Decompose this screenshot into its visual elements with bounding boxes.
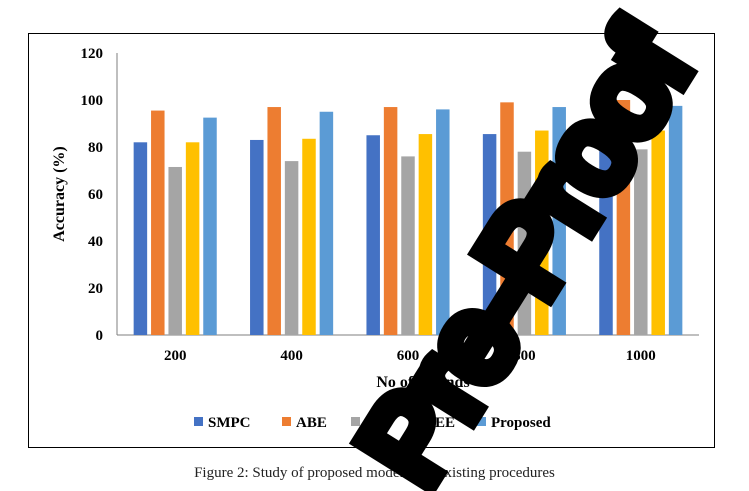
legend-swatch-abe — [282, 417, 291, 426]
bar-proposed-800 — [552, 107, 566, 335]
bar-tee-200 — [185, 142, 200, 335]
bar-smpc-1000 — [599, 130, 613, 335]
x-tick-label: 1000 — [626, 348, 656, 364]
bar-proposed-1000 — [668, 105, 683, 335]
bar-abe-200 — [151, 110, 165, 335]
bar-smpc-600 — [366, 135, 380, 335]
bar-ids-1000 — [634, 149, 648, 335]
y-tick-label: 0 — [96, 328, 104, 344]
legend-label-abe: ABE — [296, 415, 327, 431]
y-tick-label: 100 — [81, 93, 104, 109]
figure-caption: Figure 2: Study of proposed model with e… — [194, 465, 555, 481]
y-tick-label: 60 — [88, 187, 103, 203]
bar-tee-600 — [418, 134, 433, 335]
legend-label-ids: IDS — [365, 415, 390, 431]
bar-ids-800 — [517, 151, 532, 335]
bar-abe-400 — [267, 107, 281, 335]
legend-swatch-ids — [351, 417, 360, 426]
y-tick-label: 120 — [81, 46, 104, 62]
bar-ids-400 — [284, 161, 299, 335]
bar-ids-600 — [401, 156, 415, 335]
bar-abe-800 — [500, 102, 514, 335]
legend-swatch-proposed — [477, 417, 486, 426]
bar-proposed-200 — [203, 117, 217, 335]
bar-tee-1000 — [651, 130, 665, 335]
bar-abe-1000 — [616, 100, 631, 335]
bar-ids-200 — [168, 166, 182, 335]
y-axis-title: Accuracy (%) — [51, 146, 68, 242]
chart-frame: 0 20 40 60 80 100 120 200 400 600 800 1000 No of Rou… — [28, 33, 715, 448]
x-tick-label: 600 — [397, 348, 420, 364]
legend-swatch-smpc — [194, 417, 203, 426]
y-tick-label: 40 — [88, 234, 103, 250]
watermark-text-fill: Pre-Proof — [335, 7, 715, 491]
legend-label-proposed: Proposed — [491, 415, 551, 431]
bar-proposed-400 — [319, 111, 334, 335]
bar-smpc-200 — [133, 142, 148, 335]
bar-abe-600 — [383, 107, 398, 335]
x-tick-label: 200 — [164, 348, 187, 364]
y-tick-label: 80 — [88, 140, 103, 156]
x-axis-title: No of Rounds — [376, 374, 469, 391]
x-tick-label: 400 — [280, 348, 303, 364]
bar-tee-400 — [302, 138, 316, 335]
bar-smpc-400 — [250, 139, 264, 335]
bar-chart: 0 20 40 60 80 100 120 200 400 600 800 1000 No of Rou… — [51, 46, 699, 431]
y-tick-label: 20 — [88, 281, 103, 297]
bar-tee-800 — [535, 130, 549, 335]
legend-swatch-tee — [411, 417, 420, 426]
x-tick-label: 800 — [513, 348, 536, 364]
bar-proposed-600 — [436, 109, 450, 336]
legend-label-tee: TEE — [425, 415, 455, 431]
legend-label-smpc: SMPC — [208, 415, 251, 431]
bar-smpc-800 — [482, 134, 497, 335]
